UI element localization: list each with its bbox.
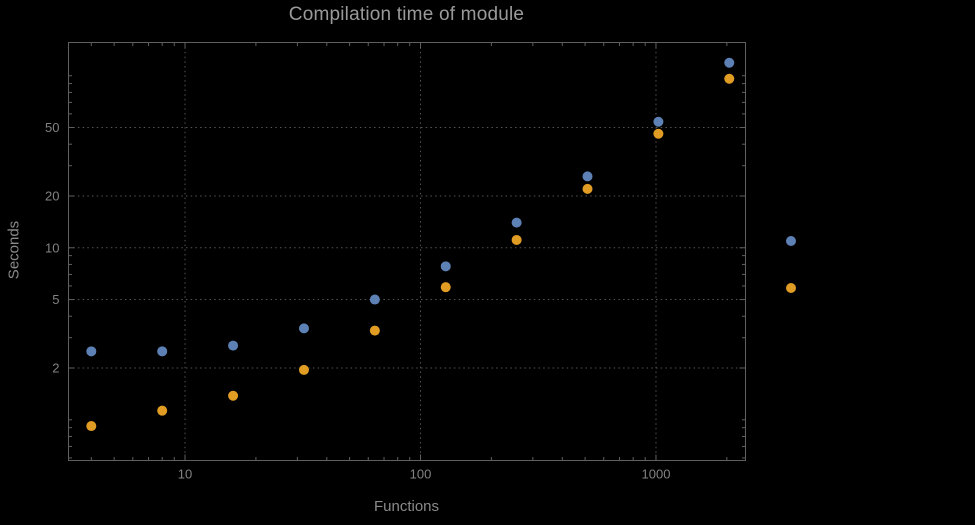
data-point-series-blue [724,57,735,68]
data-point-series-blue [511,217,522,228]
chart-title: Compilation time of module [288,4,525,25]
legend-marker-series-orange [786,283,796,293]
data-point-series-blue [582,171,593,182]
y-tick-label: 50 [45,120,59,135]
y-tick-label: 5 [52,292,59,307]
data-point-series-orange [298,364,309,375]
x-tick-label: 10 [178,467,192,482]
data-point-series-blue [440,261,451,272]
data-point-series-orange [511,234,522,245]
data-point-series-orange [440,282,451,293]
data-point-series-orange [582,183,593,194]
x-tick-label: 100 [410,467,432,482]
y-tick-label: 2 [52,361,59,376]
plot-frame [68,42,746,461]
data-point-series-orange [369,325,380,336]
x-tick-label: 1000 [642,467,671,482]
data-point-series-orange [157,405,168,416]
data-point-series-blue [298,323,309,334]
data-point-series-orange [653,128,664,139]
data-point-series-orange [86,421,97,432]
legend-marker-series-blue [786,236,796,246]
y-tick-label: 20 [45,188,59,203]
data-point-series-orange [228,390,239,401]
data-point-series-blue [369,294,380,305]
data-point-series-blue [86,346,97,357]
x-axis-label: Functions [373,498,440,515]
data-point-series-blue [157,346,168,357]
data-point-series-orange [724,73,735,84]
y-tick-label: 10 [45,240,59,255]
data-point-series-blue [228,340,239,351]
data-point-series-blue [653,116,664,127]
